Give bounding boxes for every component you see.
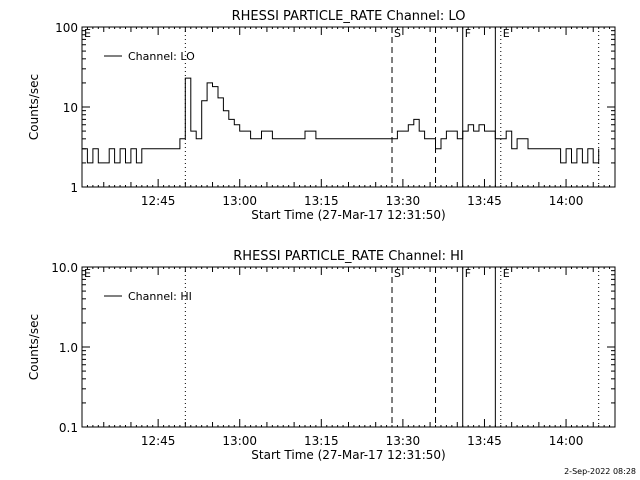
event-marker-label: E bbox=[84, 267, 91, 280]
event-marker-label: E bbox=[84, 27, 91, 40]
event-marker-label: E bbox=[503, 27, 510, 40]
y-tick-label: 10 bbox=[63, 101, 78, 115]
y-tick-label: 1 bbox=[70, 181, 78, 195]
x-tick-label: 14:00 bbox=[549, 194, 584, 208]
series-line-0 bbox=[82, 77, 600, 164]
y-tick-label: 100 bbox=[55, 21, 78, 35]
event-marker-label: F bbox=[465, 267, 471, 280]
x-axis-label: Start Time (27-Mar-17 12:31:50) bbox=[251, 208, 445, 222]
x-tick-label: 12:45 bbox=[141, 434, 176, 448]
event-marker-label: S bbox=[394, 27, 401, 40]
x-tick-label: 14:00 bbox=[549, 434, 584, 448]
x-tick-label: 13:15 bbox=[304, 434, 339, 448]
chart-title: RHESSI PARTICLE_RATE Channel: LO bbox=[232, 9, 466, 24]
x-tick-label: 13:00 bbox=[222, 194, 257, 208]
x-axis-label: Start Time (27-Mar-17 12:31:50) bbox=[251, 448, 445, 462]
x-tick-label: 13:30 bbox=[386, 194, 421, 208]
y-tick-label: 10.0 bbox=[51, 261, 78, 275]
legend-label: Channel: LO bbox=[128, 50, 195, 63]
chart-panel-1: RHESSI PARTICLE_RATE Channel: HI 0.1 1.0 10… bbox=[27, 249, 616, 462]
x-tick-label: 12:45 bbox=[141, 194, 176, 208]
x-tick-label: 13:00 bbox=[222, 434, 257, 448]
x-tick-label: 13:45 bbox=[467, 434, 502, 448]
x-tick-label: 13:45 bbox=[467, 194, 502, 208]
legend-label: Channel: HI bbox=[128, 290, 192, 303]
event-marker-label: E bbox=[503, 267, 510, 280]
x-tick-label: 13:30 bbox=[386, 434, 421, 448]
y-axis-label: Counts/sec bbox=[27, 74, 41, 140]
footer-date: 2-Sep-2022 08:28 bbox=[564, 467, 636, 476]
event-marker-label: F bbox=[465, 27, 471, 40]
y-tick-label: 1.0 bbox=[59, 341, 78, 355]
chart-title: RHESSI PARTICLE_RATE Channel: HI bbox=[233, 249, 463, 264]
y-axis-label: Counts/sec bbox=[27, 314, 41, 380]
event-marker-label: S bbox=[394, 267, 401, 280]
chart-panel-0: RHESSI PARTICLE_RATE Channel: LO 1 10 100 Co… bbox=[27, 9, 616, 222]
x-tick-label: 13:15 bbox=[304, 194, 339, 208]
y-tick-label: 0.1 bbox=[59, 421, 78, 435]
